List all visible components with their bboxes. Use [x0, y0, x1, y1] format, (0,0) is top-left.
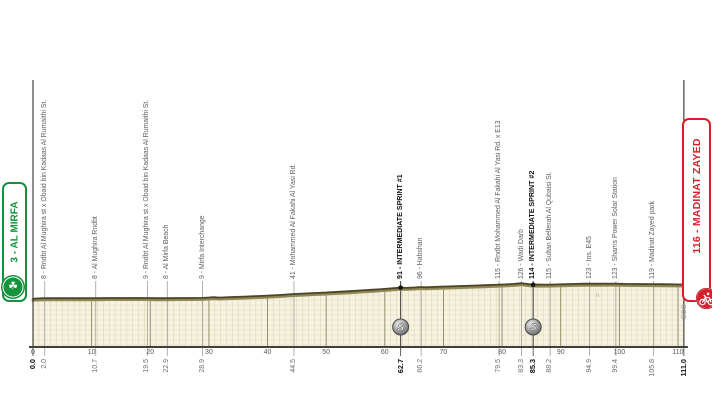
- sprint-badge: S: [524, 318, 542, 336]
- waypoint-label: 8 - Al Mirfa Beach: [163, 224, 171, 279]
- sprint-badge: S: [392, 318, 410, 336]
- waypoint-label: 123 - Ins. E45: [585, 236, 593, 279]
- waypoint-label: 8 - Al Mughira Rndbt: [91, 216, 99, 279]
- profile-line: [32, 282, 685, 300]
- km-distance-label: 83.3: [517, 359, 525, 373]
- credit-text: SDS: [681, 304, 688, 319]
- sprint-point-dot: [530, 282, 536, 288]
- waypoint-label: 115 - Rndbt Mohammed Al Fakahi Al Yasi R…: [495, 120, 503, 279]
- x-axis-tick-label: 40: [263, 349, 272, 356]
- km-distance-label: 19.5: [143, 359, 151, 373]
- km-distance-label: 62.7: [395, 359, 405, 374]
- waypoint-label: 9 - Mirfa Interchange: [198, 215, 206, 279]
- waypoint-label: 9 - Rndbt Al Mughira st x Obaid bin Kada…: [143, 99, 151, 279]
- km-distance-label: 88.2: [546, 359, 554, 373]
- km-distance-label: 79.5: [495, 359, 503, 373]
- x-axis-tick-label: 100: [613, 349, 626, 356]
- x-axis-tick-label: 90: [556, 349, 565, 356]
- waypoint-label: 41 - Mohammed Al Fakahi Al Yasi Rd.: [290, 163, 298, 279]
- svg-text:S: S: [530, 323, 537, 334]
- km-distance-label: 0.0: [28, 359, 38, 370]
- km-distance-label: 22.9: [163, 359, 171, 373]
- sprint-label: 114 - INTERMEDIATE SPRINT #2: [528, 170, 537, 279]
- sprint-point-dot: [398, 285, 403, 290]
- x-axis-tick-label: 110: [672, 349, 684, 356]
- km-distance-label: 66.2: [417, 359, 425, 373]
- x-axis-tick-label: 60: [380, 349, 389, 356]
- km-distance-label: 99.4: [611, 359, 619, 373]
- finish-label: 116 - MADINAT ZAYED: [690, 138, 703, 254]
- km-distance-label: 10.7: [91, 359, 99, 373]
- waypoint-label: 115 - Sultan Belferah Al Qubaisi St.: [546, 171, 554, 279]
- shamrock-icon: ☘: [2, 276, 24, 298]
- km-distance-label: 94.9: [585, 359, 593, 373]
- waypoint-label: 8 - Rndbt Al Mughira st x Obaid bin Kada…: [40, 99, 48, 279]
- x-axis-tick-label: 20: [146, 349, 155, 356]
- x-axis-tick-label: 80: [498, 349, 506, 356]
- waypoint-label: 96 - Habshan: [417, 237, 425, 279]
- finish-box: 116 - MADINAT ZAYED: [682, 118, 711, 302]
- waypoint-label: 119 - Madinat Zayed park: [649, 200, 657, 279]
- profile-band: [31, 283, 686, 302]
- km-distance-label: 44.5: [290, 359, 298, 373]
- km-distance-label: 28.9: [198, 359, 206, 373]
- x-axis-tick-label: 50: [322, 349, 331, 356]
- waypoint-label: 123 - Shams Power Solar Station: [611, 177, 619, 279]
- km-distance-label: 111.0: [678, 359, 688, 377]
- x-axis-tick-label: 10: [87, 349, 96, 356]
- waypoint-lines: [44, 281, 654, 347]
- x-axis-tick-label: 30: [205, 349, 213, 356]
- km-distance-label: 85.3: [528, 359, 538, 374]
- waypoint-label: 126 - Wadi Darb: [517, 229, 525, 279]
- start-label: 3 - AL MIRFA: [9, 201, 20, 263]
- watermark: n: [596, 293, 600, 299]
- svg-text:S: S: [397, 323, 404, 334]
- km-distance-label: 2.0: [40, 359, 48, 369]
- km-distance-label: 105.8: [649, 359, 657, 377]
- sprint-label: 91 - INTERMEDIATE SPRINT #1: [395, 174, 404, 279]
- x-axis-tick-label: 0: [31, 349, 35, 356]
- x-axis-tick-label: 70: [439, 349, 448, 356]
